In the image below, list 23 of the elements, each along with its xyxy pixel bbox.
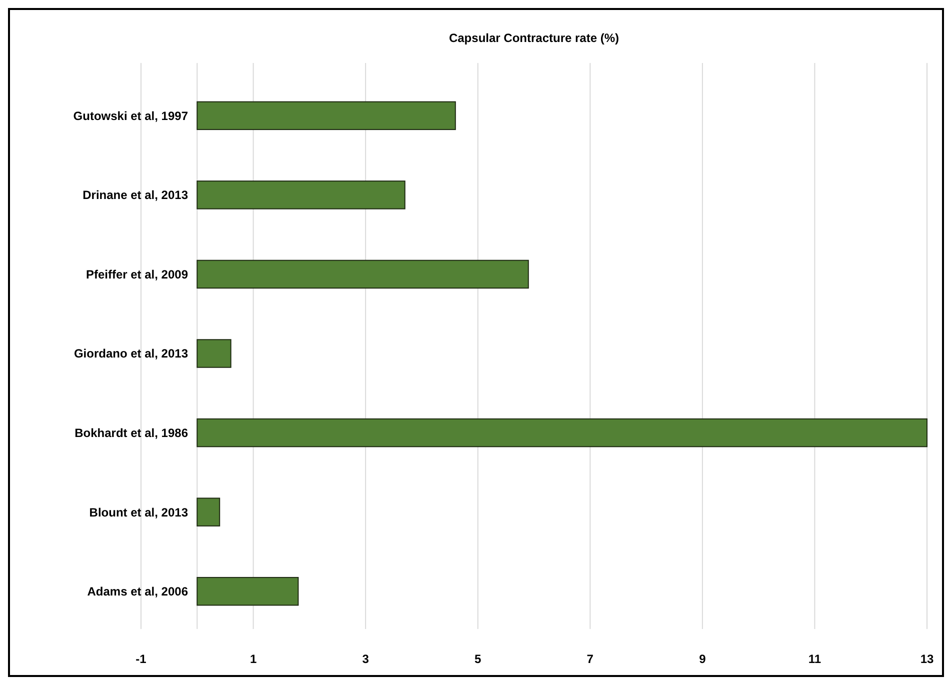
x-tick-label: 13: [920, 652, 934, 666]
y-tick-label: Giordano et al, 2013: [74, 346, 188, 361]
x-tick-label: -1: [136, 652, 147, 666]
y-tick-label: Gutowski et al, 1997: [73, 108, 188, 123]
bar: [196, 180, 406, 210]
y-tick-label: Drinane et al, 2013: [82, 188, 188, 202]
bar: [196, 339, 232, 368]
y-tick-label: Bokhardt et al, 1986: [74, 426, 188, 440]
x-tick-label: 5: [474, 652, 482, 666]
x-tick-label: 11: [808, 652, 822, 666]
chart-title: Capsular Contracture rate (%): [448, 31, 620, 45]
bar: [196, 498, 220, 526]
y-tick-label: Blount et al, 2013: [89, 505, 188, 520]
y-tick-label: Adams et al, 2006: [87, 584, 188, 599]
x-tick-label: 7: [586, 652, 594, 666]
y-tick-label: Pfeiffer et al, 2009: [86, 267, 188, 282]
x-tick-label: 9: [699, 652, 706, 666]
bar: [196, 418, 928, 448]
bar: [196, 576, 299, 606]
x-tick-label: 3: [362, 652, 370, 666]
x-tick-label: 1: [250, 652, 257, 666]
bar: [196, 101, 456, 130]
bar: [196, 260, 529, 289]
